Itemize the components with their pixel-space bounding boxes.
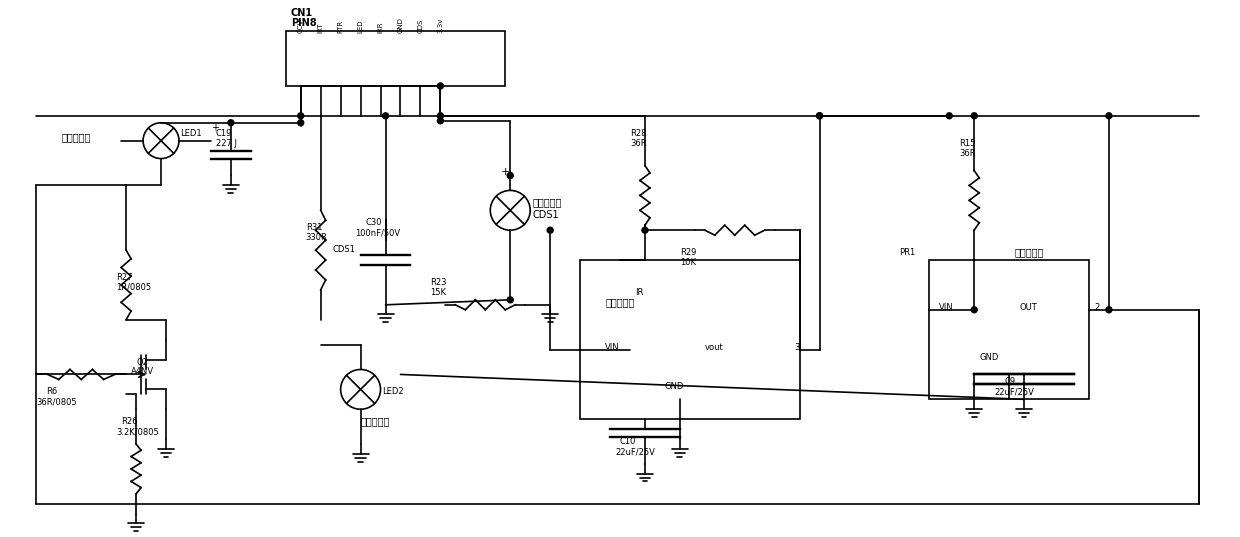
Text: 3.2K/0805: 3.2K/0805 bbox=[117, 427, 159, 436]
Circle shape bbox=[438, 118, 444, 124]
Text: C9: C9 bbox=[1004, 378, 1016, 387]
Text: Q2: Q2 bbox=[136, 358, 148, 366]
Text: 36R: 36R bbox=[630, 139, 646, 148]
Text: C19: C19 bbox=[216, 129, 232, 137]
Text: C30: C30 bbox=[366, 218, 382, 227]
Circle shape bbox=[971, 113, 977, 119]
Circle shape bbox=[1106, 307, 1112, 313]
Circle shape bbox=[971, 307, 977, 313]
Text: R28: R28 bbox=[630, 129, 646, 137]
Text: R6: R6 bbox=[46, 387, 57, 396]
Bar bbox=[580, 260, 800, 419]
Circle shape bbox=[817, 113, 822, 119]
Text: CDS1: CDS1 bbox=[532, 211, 559, 220]
Bar bbox=[285, 31, 505, 86]
Text: IRR: IRR bbox=[377, 21, 383, 33]
Text: R23: R23 bbox=[430, 278, 446, 287]
Text: VIN: VIN bbox=[939, 303, 954, 312]
Circle shape bbox=[946, 113, 952, 119]
Text: A4NV: A4NV bbox=[131, 367, 154, 376]
Text: GND: GND bbox=[398, 17, 403, 33]
Text: 3.3v: 3.3v bbox=[438, 18, 444, 33]
Text: GND: GND bbox=[980, 352, 998, 361]
Circle shape bbox=[547, 227, 553, 233]
Text: 22uF/25V: 22uF/25V bbox=[615, 447, 655, 456]
Text: VIN: VIN bbox=[605, 343, 620, 352]
Text: 36R/0805: 36R/0805 bbox=[36, 397, 77, 407]
Text: PTR: PTR bbox=[337, 20, 343, 33]
Circle shape bbox=[382, 113, 388, 119]
Text: IR: IR bbox=[635, 288, 644, 297]
Text: 红外接收器: 红外接收器 bbox=[605, 297, 635, 307]
Text: 22uF/25V: 22uF/25V bbox=[994, 387, 1034, 396]
Text: LED2: LED2 bbox=[382, 387, 404, 396]
Text: GND: GND bbox=[665, 382, 684, 391]
Text: 红外发射器: 红外发射器 bbox=[61, 133, 91, 143]
Text: 10K: 10K bbox=[680, 258, 696, 267]
Circle shape bbox=[1106, 113, 1112, 119]
Text: +: + bbox=[501, 168, 510, 178]
Text: 36R: 36R bbox=[960, 149, 976, 157]
Text: 2: 2 bbox=[1094, 303, 1099, 312]
Text: vout: vout bbox=[704, 343, 724, 352]
Text: R26: R26 bbox=[122, 417, 138, 426]
Circle shape bbox=[507, 297, 513, 303]
Circle shape bbox=[817, 113, 822, 119]
Text: CCV: CCV bbox=[298, 19, 304, 33]
Text: LED: LED bbox=[357, 20, 363, 33]
Text: PR1: PR1 bbox=[899, 248, 915, 257]
Circle shape bbox=[642, 227, 649, 233]
Text: 227 J: 227 J bbox=[216, 139, 237, 148]
Text: CDS1: CDS1 bbox=[332, 245, 356, 254]
Text: 光敏传感器: 光敏传感器 bbox=[532, 197, 562, 207]
Circle shape bbox=[228, 120, 234, 126]
Text: C10: C10 bbox=[620, 437, 636, 446]
Text: 红外传感器: 红外传感器 bbox=[1014, 247, 1044, 257]
Text: 100nF/50V: 100nF/50V bbox=[356, 228, 401, 237]
Text: 1R/0805: 1R/0805 bbox=[117, 283, 151, 292]
Text: R31: R31 bbox=[306, 223, 322, 232]
Circle shape bbox=[298, 120, 304, 126]
Circle shape bbox=[438, 83, 444, 89]
Text: IRT: IRT bbox=[317, 23, 324, 33]
Text: OUT: OUT bbox=[1019, 303, 1037, 312]
Text: 第一指示灯: 第一指示灯 bbox=[361, 416, 391, 426]
Text: 3: 3 bbox=[795, 343, 800, 352]
Text: R29: R29 bbox=[680, 248, 696, 257]
Circle shape bbox=[507, 172, 513, 178]
Bar bbox=[929, 260, 1089, 400]
Text: +: + bbox=[211, 123, 219, 133]
Text: LED1: LED1 bbox=[180, 129, 202, 137]
Text: R27: R27 bbox=[117, 273, 133, 282]
Text: R15: R15 bbox=[960, 139, 976, 148]
Text: PIN8: PIN8 bbox=[290, 18, 316, 28]
Circle shape bbox=[438, 113, 444, 119]
Text: 330R: 330R bbox=[306, 233, 327, 242]
Circle shape bbox=[298, 113, 304, 119]
Text: CDS: CDS bbox=[418, 19, 423, 33]
Text: 15K: 15K bbox=[430, 288, 446, 297]
Text: CN1: CN1 bbox=[290, 8, 312, 18]
